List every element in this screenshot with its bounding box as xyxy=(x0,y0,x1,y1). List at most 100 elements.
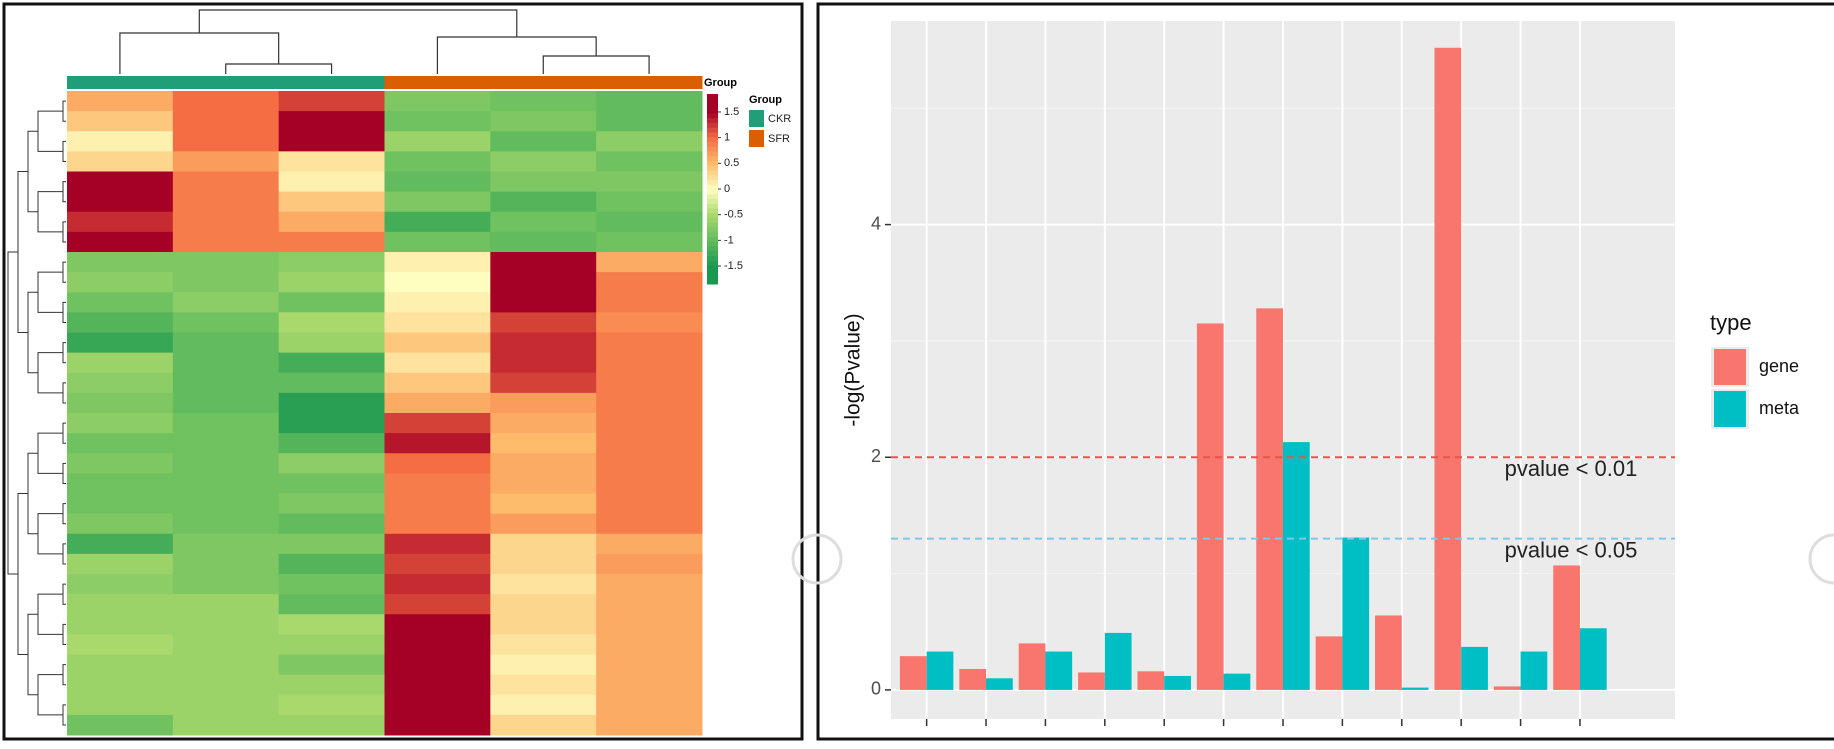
heatmap-cell xyxy=(596,272,703,293)
colorbar-step xyxy=(707,98,718,104)
colorbar-step xyxy=(707,274,718,280)
carousel-arrow-right[interactable] xyxy=(1808,533,1834,585)
heatmap-cell xyxy=(596,654,703,676)
legend-swatch xyxy=(749,130,764,147)
heatmap-cell xyxy=(490,453,597,474)
heatmap-cell xyxy=(490,332,597,354)
heatmap-cell xyxy=(596,252,703,273)
heatmap-cell xyxy=(278,634,385,655)
heatmap-cell xyxy=(67,91,174,112)
colorbar-step xyxy=(707,231,718,237)
heatmap-cell xyxy=(278,694,385,716)
bar xyxy=(986,678,1013,690)
colorbar-step xyxy=(707,151,718,157)
heatmap-cell xyxy=(490,553,597,575)
heatmap-cell xyxy=(278,714,385,736)
heatmap-cell xyxy=(384,231,491,253)
colorbar-step xyxy=(707,203,718,209)
heatmap-cell xyxy=(278,674,385,696)
bar xyxy=(1461,646,1488,690)
heatmap-cell xyxy=(384,191,491,213)
heatmap-cell xyxy=(384,352,491,374)
heatmap-cell xyxy=(490,594,597,615)
bar xyxy=(1104,632,1132,690)
heatmap-cell xyxy=(384,252,491,273)
heatmap-cell xyxy=(67,533,174,555)
colorbar-step xyxy=(707,279,718,285)
heatmap-cell xyxy=(67,493,174,515)
colorbar-step xyxy=(707,174,718,180)
colorbar-step xyxy=(707,122,718,128)
y-tick-label: 0 xyxy=(871,679,881,699)
reference-label: pvalue < 0.05 xyxy=(1505,537,1638,562)
group-annotation xyxy=(384,76,491,89)
heatmap-cell xyxy=(384,332,491,354)
heatmap-cell xyxy=(172,473,280,494)
heatmap-cell xyxy=(490,352,597,374)
colorbar-tick-label: -0.5 xyxy=(724,209,743,221)
heatmap-cell xyxy=(596,151,703,172)
heatmap-cell xyxy=(384,413,491,434)
heatmap-cell xyxy=(172,272,280,293)
bar xyxy=(1342,537,1370,690)
group-annotation xyxy=(596,76,703,89)
heatmap-cell xyxy=(172,151,280,172)
heatmap-cell xyxy=(596,694,703,716)
heatmap-cell xyxy=(384,453,491,474)
colorbar-step xyxy=(707,260,718,266)
heatmap-cell xyxy=(596,473,703,494)
bar xyxy=(1078,672,1105,690)
heatmap-cell xyxy=(172,392,280,414)
heatmap-cell xyxy=(172,553,280,575)
legend-key xyxy=(1714,391,1746,427)
heatmap-cell xyxy=(490,272,597,293)
heatmap-cell xyxy=(384,312,491,333)
heatmap-cell xyxy=(596,231,703,253)
heatmap-cell xyxy=(172,111,280,132)
heatmap-cell xyxy=(278,292,385,313)
bar xyxy=(899,656,927,690)
heatmap-cell xyxy=(490,614,597,635)
heatmap-cell xyxy=(278,91,385,112)
heatmap: Group -1.5 -1 -0.5 0 0.5 1 1.5 Group CKR SFR xyxy=(7,9,791,736)
bar xyxy=(1553,565,1580,690)
heatmap-cell xyxy=(172,332,280,354)
colorbar-step xyxy=(707,170,718,176)
heatmap-cell xyxy=(384,674,491,696)
heatmap-cell xyxy=(596,211,703,233)
heatmap-cell xyxy=(278,473,385,494)
heatmap-cell xyxy=(490,513,597,535)
colorbar-tick-label: 1.5 xyxy=(724,106,739,118)
heatmap-cell xyxy=(596,574,703,595)
heatmap-cell xyxy=(596,312,703,333)
heatmap-cell xyxy=(67,674,174,696)
legend-label: CKR xyxy=(768,113,791,125)
legend-title: Group xyxy=(749,94,782,106)
colorbar-step xyxy=(707,265,718,271)
colorbar-tick-label: 1 xyxy=(724,132,730,144)
heatmap-cell xyxy=(67,272,174,293)
heatmap-cell xyxy=(172,91,280,112)
colorbar-step xyxy=(707,113,718,119)
heatmap-cell xyxy=(384,292,491,313)
heatmap-cell xyxy=(67,574,174,595)
heatmap-cell xyxy=(67,292,174,313)
bar xyxy=(1223,673,1251,690)
colorbar-step xyxy=(707,193,718,199)
heatmap-cell xyxy=(67,553,174,575)
colorbar-tick-label: -1 xyxy=(724,234,734,246)
group-annotation xyxy=(278,76,385,89)
carousel-arrow-left[interactable] xyxy=(791,533,843,585)
heatmap-cell xyxy=(172,413,280,434)
heatmap-cell xyxy=(278,231,385,253)
heatmap-cell xyxy=(278,312,385,333)
legend-label: SFR xyxy=(768,133,790,145)
heatmap-cell xyxy=(172,694,280,716)
bar xyxy=(926,651,954,690)
heatmap-cell xyxy=(384,493,491,515)
heatmap-cell xyxy=(278,151,385,172)
legend-label: meta xyxy=(1759,398,1800,418)
heatmap-cell xyxy=(278,654,385,676)
heatmap-cell xyxy=(67,513,174,535)
heatmap-cell xyxy=(596,674,703,696)
